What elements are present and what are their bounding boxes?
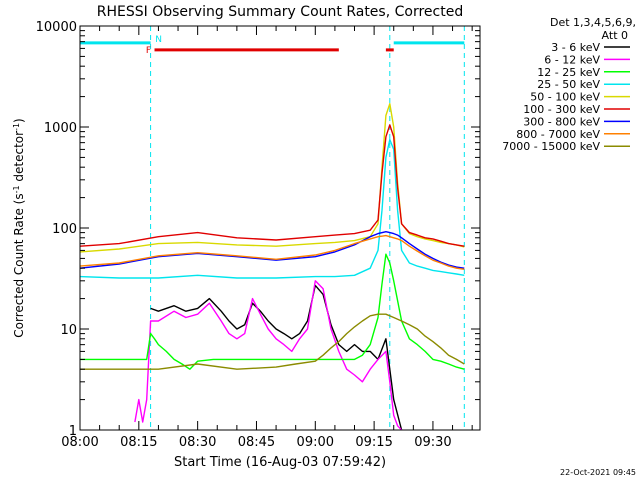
x-tick-label-4: 09:00 [297, 435, 334, 450]
legend-label-6: 300 - 800 keV [523, 115, 600, 128]
series-group [79, 103, 465, 431]
plot-area: NF [80, 26, 465, 430]
legend-header-line-1: Att 0 [602, 29, 628, 42]
legend-label-8: 7000 - 15000 keV [502, 140, 600, 153]
x-axis-label: Start Time (16-Aug-03 07:59:42) [174, 455, 386, 470]
legend-label-0: 3 - 6 keV [551, 41, 600, 54]
series-line-3 [79, 138, 465, 279]
legend-label-1: 6 - 12 keV [544, 53, 600, 66]
series-line-2 [80, 253, 465, 370]
series-line-5 [79, 124, 465, 247]
footer-timestamp: 22-Oct-2021 09:45 [560, 468, 636, 477]
x-tick-label-5: 09:15 [355, 435, 392, 450]
x-tick-label-1: 08:15 [120, 435, 157, 450]
y-tick-label-1: 10 [60, 323, 77, 338]
legend-header-line-0: Det 1,3,4,5,6,9, [550, 16, 636, 29]
y-axis-label: Corrected Count Rate (s-1 detector-1) [12, 118, 27, 337]
legend-label-7: 800 - 7000 keV [516, 128, 600, 141]
legend-label-4: 50 - 100 keV [530, 91, 600, 104]
y-tick-label-0: 1 [69, 424, 77, 439]
series-line-0 [150, 284, 403, 431]
y-tick-label-3: 1000 [44, 121, 77, 136]
y-tick-label-4: 10000 [36, 20, 77, 35]
flag-label-N: N [155, 35, 162, 45]
legend-label-3: 25 - 50 keV [537, 78, 600, 91]
legend-label-5: 100 - 300 keV [523, 103, 600, 116]
x-tick-label-0: 08:00 [61, 435, 98, 450]
x-tick-label-2: 08:30 [179, 435, 216, 450]
series-line-7 [79, 234, 465, 270]
series-line-4 [79, 103, 465, 253]
x-tick-label-3: 08:45 [238, 435, 275, 450]
axes: 1 10 100 1000 10000 08:00 08:15 08:30 08:45 09:00… [36, 20, 481, 450]
legend-label-2: 12 - 25 keV [537, 66, 600, 79]
flag-label-F: F [146, 46, 151, 56]
series-line-6 [79, 231, 465, 269]
series-line-8 [80, 313, 465, 370]
x-tick-label-6: 09:30 [414, 435, 451, 450]
series-line-1 [134, 280, 403, 431]
y-tick-label-2: 100 [52, 222, 77, 237]
chart-title: RHESSI Observing Summary Count Rates, Co… [97, 4, 463, 20]
